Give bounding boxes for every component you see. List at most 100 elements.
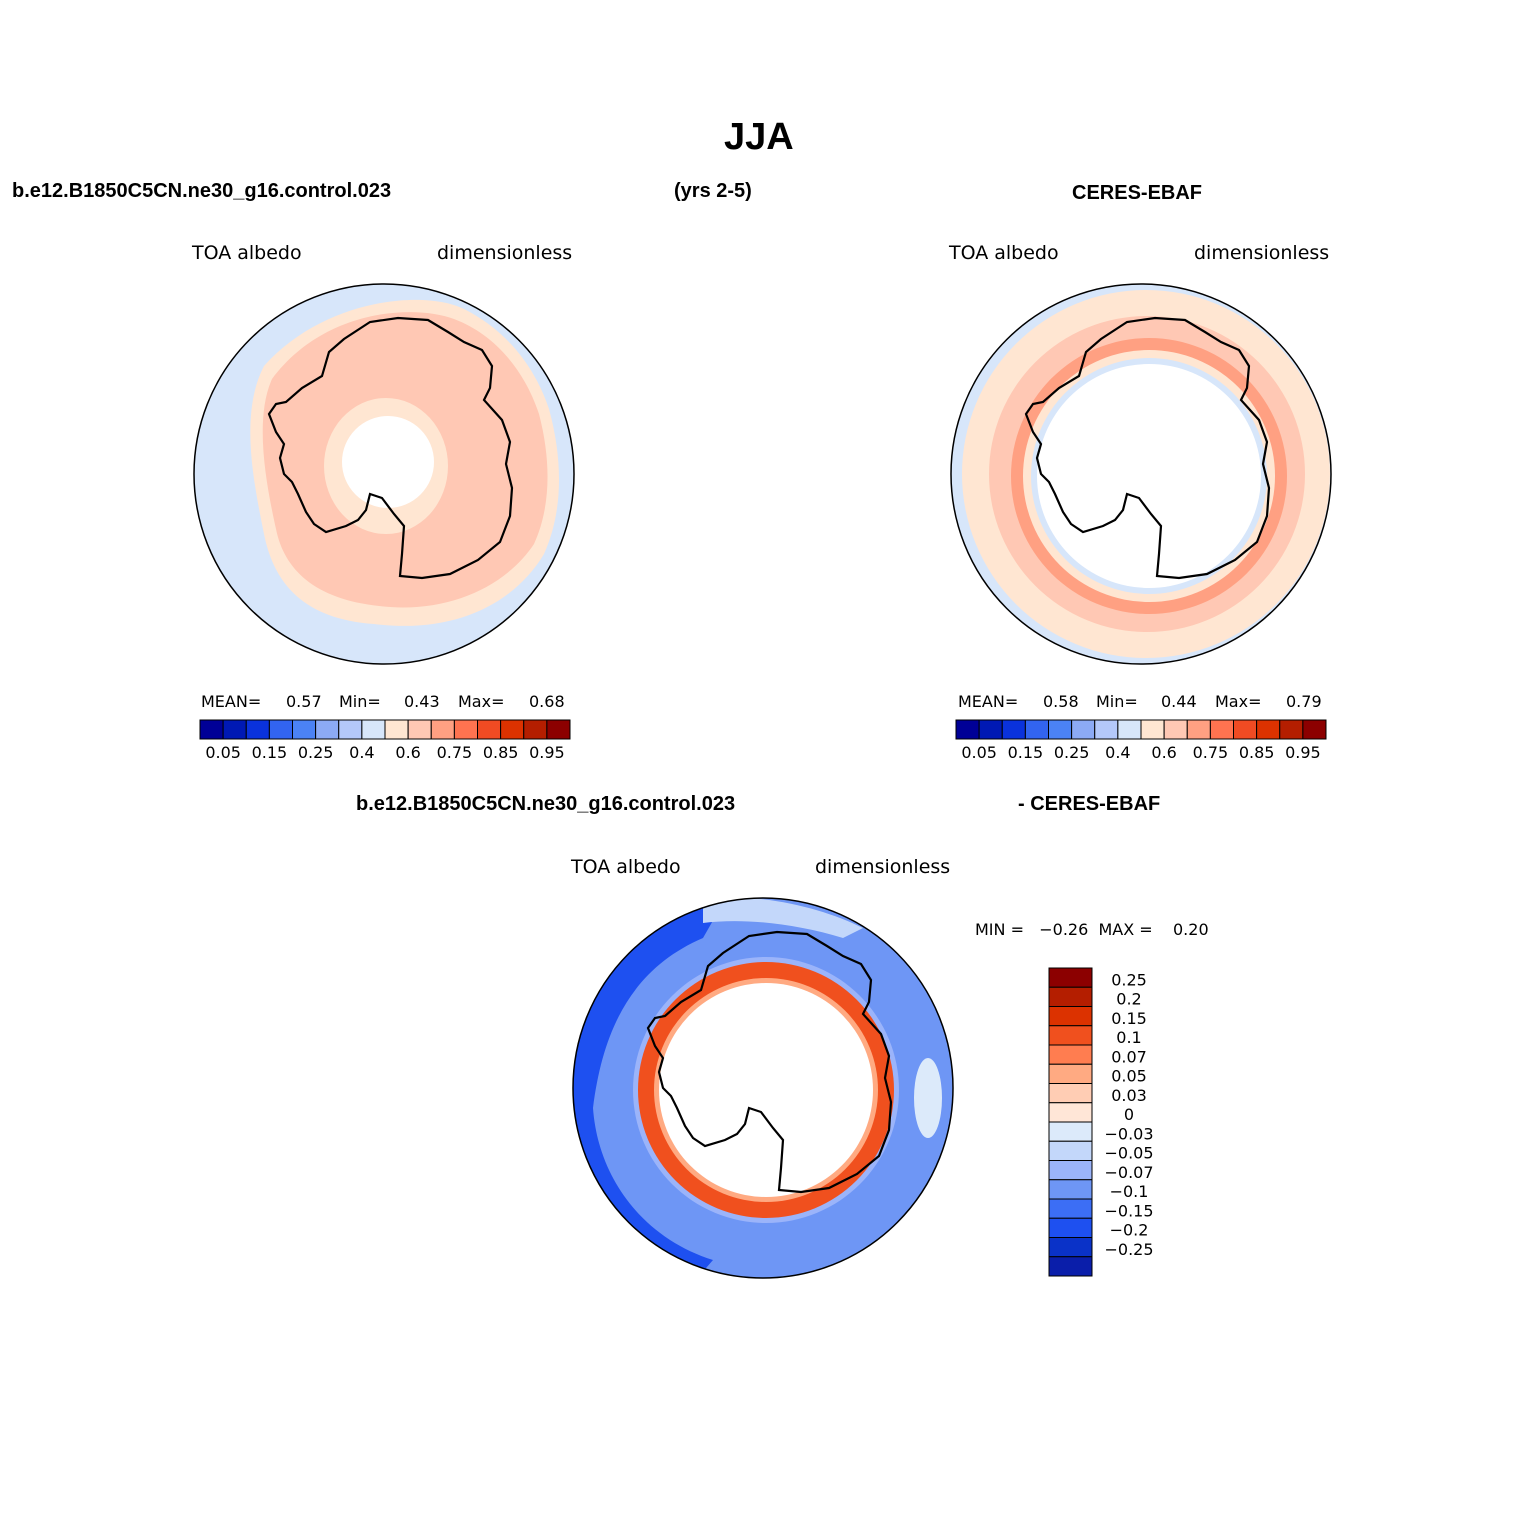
model-colorbar-label: 0.95 [529,743,565,762]
model-colorbar-label: 0.05 [205,743,241,762]
diff-colorbar-box [1048,1025,1093,1046]
obs-colorbar-label: 0.75 [1193,743,1229,762]
model-colorbar-label: 0.15 [252,743,288,762]
model-colorbar-box [338,719,363,740]
model-colorbar-box [199,719,224,740]
diff-colorbar-label: −0.25 [1104,1240,1153,1259]
model-colorbar-label: 0.75 [437,743,473,762]
obs-colorbar-label: 0.6 [1151,743,1176,762]
model-colorbar-box [500,719,525,740]
obs-max-value: 0.79 [1286,692,1322,711]
obs-min-value: 0.44 [1161,692,1197,711]
diff-case-name: b.e12.B1850C5CN.ne30_g16.control.023 [356,793,736,815]
obs-colorbar-label: 0.15 [1008,743,1044,762]
obs-colorbar-box [1024,719,1049,740]
model-colorbar-box [407,719,432,740]
obs-colorbar-box [1256,719,1281,740]
obs-variable-label: TOA albedo [949,242,1059,264]
obs-mean-value: 0.58 [1043,692,1079,711]
model-colorbar-box [546,719,571,740]
diff-colorbar-label: −0.15 [1104,1201,1153,1220]
diff-colorbar-label: −0.07 [1104,1163,1153,1182]
obs-colorbar-box [1094,719,1119,740]
obs-colorbar-box [1302,719,1327,740]
obs-colorbar-box [978,719,1003,740]
model-mean-value: 0.57 [286,692,322,711]
diff-colorbar-label: 0.07 [1111,1047,1147,1066]
diff-colorbar-box [1048,967,1093,988]
obs-colorbar: 0.05 0.15 0.25 0.4 0.6 0.75 0.85 0.95 [955,719,1327,762]
diff-colorbar-label: 0.03 [1111,1086,1147,1105]
diff-colorbar-label: 0.05 [1111,1067,1147,1086]
model-colorbar-box [523,719,548,740]
diff-colorbar-label: 0.25 [1111,970,1147,989]
diff-colorbar-label: 0 [1124,1105,1134,1124]
model-colorbar-box [268,719,293,740]
diff-map [572,897,954,1279]
model-colorbar-box [361,719,386,740]
diff-variable-label: TOA albedo [571,856,681,878]
model-colorbar-label: 0.25 [298,743,334,762]
diff-colorbar-label: −0.03 [1104,1124,1153,1143]
diff-colorbar-label: 0.1 [1116,1028,1141,1047]
obs-colorbar-box [1209,719,1234,740]
obs-map-border [950,283,1332,665]
obs-colorbar-box [1071,719,1096,740]
diff-colorbar-label: 0.15 [1111,1009,1147,1028]
diff-contour-neutral-north [703,898,863,938]
model-colorbar-box [384,719,409,740]
obs-colorbar-label: 0.95 [1285,743,1321,762]
diff-colorbar-box [1048,1217,1093,1238]
obs-colorbar-box [1140,719,1165,740]
diff-colorbar-box [1048,1102,1093,1123]
model-colorbar: 0.05 0.15 0.25 0.4 0.6 0.75 0.85 0.95 [199,719,571,762]
diff-units-label: dimensionless [815,856,951,878]
figure-title: JJA [724,116,794,158]
obs-source-name: CERES-EBAF [1072,182,1203,204]
obs-colorbar-box [1117,719,1142,740]
obs-colorbar-label: 0.4 [1105,743,1130,762]
model-colorbar-box [477,719,502,740]
model-colorbar-label: 0.4 [349,743,374,762]
obs-colorbar-box [1048,719,1073,740]
obs-units-label: dimensionless [1194,242,1330,264]
diff-minmax-text: MIN = −0.26 MAX = 0.20 [975,920,1209,939]
model-colorbar-label: 0.6 [395,743,420,762]
model-contour-missing [342,416,434,508]
model-min-label: Min= [339,692,381,711]
obs-colorbar-label: 0.05 [961,743,997,762]
diff-colorbar-box [1048,1006,1093,1027]
obs-contour-missing [1037,364,1261,588]
obs-colorbar-box [1186,719,1211,740]
diff-colorbar-label: −0.1 [1110,1182,1149,1201]
model-max-value: 0.68 [529,692,565,711]
diff-colorbar-box [1048,1160,1093,1181]
model-colorbar-box [292,719,317,740]
diff-colorbar-box [1048,1198,1093,1219]
model-units-label: dimensionless [437,242,573,264]
model-mean-label: MEAN= [201,692,262,711]
obs-min-label: Min= [1096,692,1138,711]
diff-minus-label: - CERES-EBAF [1018,793,1161,815]
model-max-label: Max= [458,692,505,711]
diff-colorbar-box [1048,1121,1093,1142]
model-years: (yrs 2-5) [674,180,752,202]
model-colorbar-box [222,719,247,740]
obs-colorbar-box [955,719,980,740]
diff-map-border [572,897,954,1279]
diff-colorbar-box [1048,1179,1093,1200]
obs-colorbar-label: 0.25 [1054,743,1090,762]
model-colorbar-box [453,719,478,740]
model-colorbar-box [245,719,270,740]
diff-colorbar-label: −0.05 [1104,1144,1153,1163]
model-colorbar-box [430,719,455,740]
diff-colorbar-label: 0.2 [1116,990,1141,1009]
diff-colorbar-box [1048,986,1093,1007]
obs-colorbar-box [1001,719,1026,740]
diff-colorbar-box [1048,1237,1093,1258]
model-colorbar-label: 0.85 [483,743,519,762]
diff-colorbar-box [1048,1063,1093,1084]
diff-colorbar-box [1048,1083,1093,1104]
diff-colorbar-box [1048,1044,1093,1065]
